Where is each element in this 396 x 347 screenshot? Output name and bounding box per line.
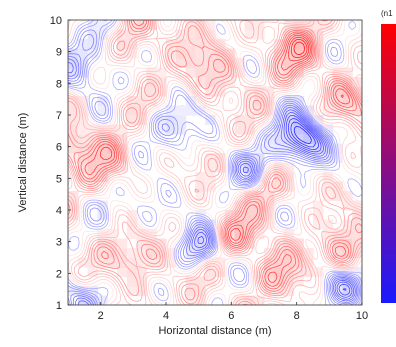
contour-level <box>84 35 350 283</box>
y-tick-label: 2 <box>56 268 62 280</box>
y-tick-label: 6 <box>56 142 62 154</box>
contour-level <box>68 20 360 305</box>
contour-level <box>288 117 347 291</box>
contour-level <box>100 36 344 241</box>
y-tick-label: 5 <box>56 173 62 185</box>
contour-level <box>68 20 362 305</box>
y-tick-label: 3 <box>56 237 62 249</box>
y-tick-label: 4 <box>56 205 62 217</box>
contour-level <box>68 20 362 305</box>
plot-frame <box>67 19 363 306</box>
colorbar <box>381 24 396 303</box>
y-tick-label: 8 <box>56 78 62 90</box>
contour-level <box>290 38 308 59</box>
plot-area <box>67 19 363 306</box>
contour-level <box>68 20 362 305</box>
x-tick-label: 6 <box>228 310 234 322</box>
x-tick-label: 8 <box>294 310 300 322</box>
contour-level <box>68 20 362 292</box>
contour-level <box>80 20 354 287</box>
contour-level <box>293 41 305 55</box>
x-tick-label: 10 <box>356 310 368 322</box>
contour-level <box>197 115 351 296</box>
contour-level <box>194 112 353 298</box>
y-tick-label: 7 <box>56 110 62 122</box>
contour-level <box>68 55 358 305</box>
contour-level <box>68 20 362 305</box>
contour-level <box>290 121 316 148</box>
contour-level <box>68 34 359 305</box>
y-axis-label: Vertical distance (m) <box>17 113 29 213</box>
y-tick-label: 10 <box>50 15 62 27</box>
x-tick-label: 2 <box>98 310 104 322</box>
contour-level <box>68 58 356 305</box>
contour-level <box>68 20 362 305</box>
y-axis-ticks: 1 2 3 4 5 6 7 8 9 10 <box>50 15 71 312</box>
contour-level <box>293 125 312 144</box>
colorbar-unit-label: (n1 <box>381 9 393 18</box>
y-tick-label: 1 <box>56 300 62 312</box>
x-axis-label: Horizontal distance (m) <box>158 325 271 337</box>
contour-level <box>77 20 357 290</box>
contour-level <box>68 20 362 305</box>
contour-level <box>68 61 355 305</box>
y-tick-label: 9 <box>56 47 62 59</box>
contour-level <box>68 20 361 305</box>
contour-level <box>68 20 362 305</box>
x-tick-label: 4 <box>163 310 169 322</box>
contour-level <box>68 20 362 305</box>
contour-lines <box>68 20 362 305</box>
x-axis-ticks: 2 4 6 8 10 <box>98 302 368 322</box>
